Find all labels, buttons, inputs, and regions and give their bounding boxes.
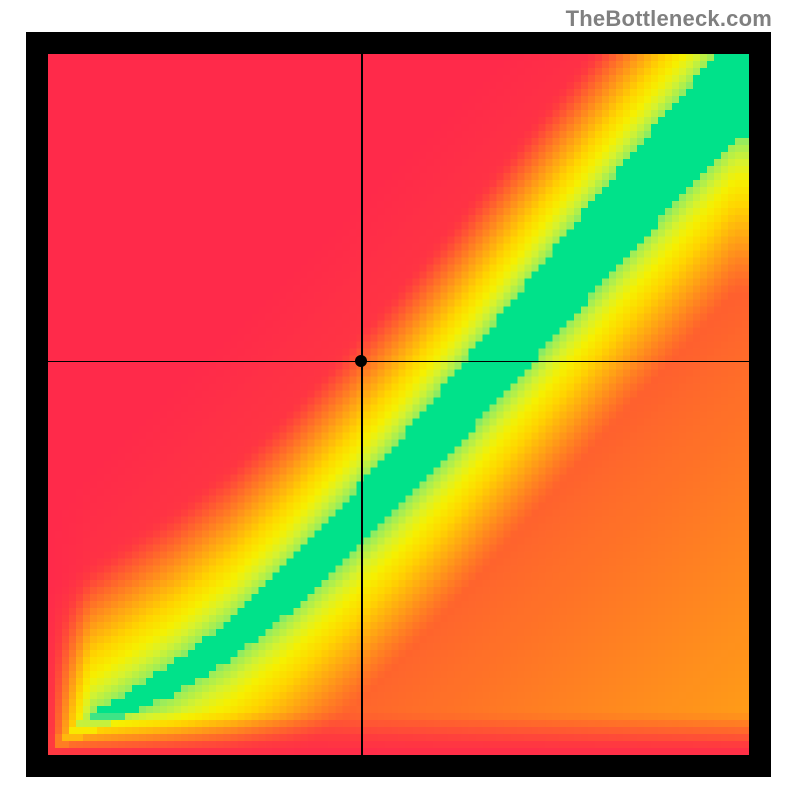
crosshair-vertical bbox=[361, 54, 362, 755]
crosshair-horizontal bbox=[48, 361, 749, 362]
watermark-text: TheBottleneck.com bbox=[566, 6, 772, 32]
chart-outer-frame bbox=[26, 32, 771, 777]
chart-plot-area bbox=[48, 54, 749, 755]
selected-point-marker bbox=[355, 355, 367, 367]
heatmap-canvas bbox=[48, 54, 749, 755]
